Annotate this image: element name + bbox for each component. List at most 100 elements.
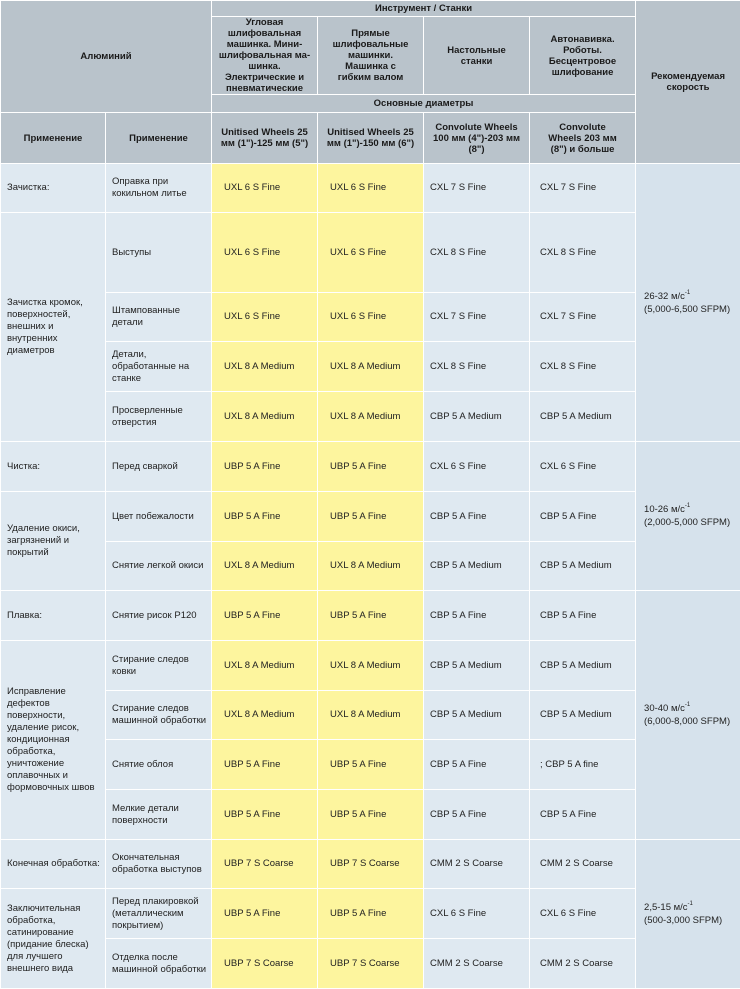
product-cell: UXL 8 A Medium: [318, 542, 424, 591]
product-cell: CMM 2 S Coarse: [530, 939, 636, 989]
application-cell: Цвет побежалости: [106, 492, 212, 542]
product-cell: UXL 6 S Fine: [318, 293, 424, 342]
product-cell: UXL 8 A Medium: [318, 342, 424, 392]
product-cell: CXL 7 S Fine: [424, 164, 530, 213]
tool-header: Прямые шлифовальные машинки. Машинка с г…: [318, 17, 424, 95]
product-cell: CMM 2 S Coarse: [530, 840, 636, 889]
application-cell: Снятие рисок P120: [106, 591, 212, 641]
wheel-header: Unitised Wheels 25 мм (1")-125 мм (5"): [212, 113, 318, 164]
speed-value: 2,5-15 м/с: [644, 902, 688, 913]
product-cell: ; CBP 5 A fine: [530, 740, 636, 790]
speed-cell: 26-32 м/с-1 (5,000-6,500 SFPM): [636, 164, 740, 442]
group-label: Удаление окиси, загрязнений и покрытий: [1, 492, 106, 591]
group-label: Зачистка кромок, поверхностей, внешних и…: [1, 213, 106, 442]
product-cell: CXL 7 S Fine: [530, 293, 636, 342]
product-cell: CBP 5 A Medium: [424, 691, 530, 740]
product-cell: UXL 8 A Medium: [318, 691, 424, 740]
application-header: Применение: [106, 113, 212, 164]
diameters-header: Основные диаметры: [212, 95, 636, 113]
product-cell: UXL 6 S Fine: [212, 293, 318, 342]
application-cell: Отделка после машинной обработки: [106, 939, 212, 989]
product-cell: UBP 7 S Coarse: [212, 840, 318, 889]
product-cell: UBP 5 A Fine: [318, 790, 424, 840]
product-cell: CBP 5 A Medium: [530, 542, 636, 591]
product-cell: UXL 8 A Medium: [212, 691, 318, 740]
application-cell: Стирание следов ковки: [106, 641, 212, 691]
product-cell: UXL 6 S Fine: [318, 164, 424, 213]
group-label: Зачистка:: [1, 164, 106, 213]
product-cell: UBP 5 A Fine: [318, 740, 424, 790]
product-cell: CBP 5 A Medium: [530, 641, 636, 691]
application-cell: Выступы: [106, 213, 212, 293]
product-cell: UBP 5 A Fine: [212, 492, 318, 542]
application-cell: Оправка при кокильном литье: [106, 164, 212, 213]
product-cell: CMM 2 S Coarse: [424, 840, 530, 889]
speed-value: 30-40 м/с: [644, 703, 685, 714]
product-cell: CBP 5 A Medium: [424, 392, 530, 442]
product-cell: UXL 6 S Fine: [212, 164, 318, 213]
product-cell: CXL 8 S Fine: [530, 342, 636, 392]
speed-sfpm: (6,000-8,000 SFPM): [644, 715, 740, 728]
product-cell: UXL 8 A Medium: [318, 392, 424, 442]
product-cell: UBP 5 A Fine: [212, 889, 318, 939]
product-cell: CXL 8 S Fine: [530, 213, 636, 293]
product-cell: UBP 5 A Fine: [318, 442, 424, 492]
product-cell: CBP 5 A Fine: [530, 591, 636, 641]
application-cell: Детали, обработанные на станке: [106, 342, 212, 392]
speed-unit-exponent: -1: [685, 702, 690, 708]
product-cell: CXL 6 S Fine: [424, 889, 530, 939]
speed-cell: 10-26 м/с-1(2,000-5,000 SFPM): [636, 442, 740, 591]
table-row: Зачистка кромок, поверхностей, внешних и…: [1, 213, 740, 293]
speed-sfpm: (2,000-5,000 SFPM): [644, 516, 740, 529]
product-cell: UBP 5 A Fine: [212, 790, 318, 840]
product-cell: UBP 5 A Fine: [212, 442, 318, 492]
product-cell: CXL 6 S Fine: [424, 442, 530, 492]
product-cell: UXL 8 A Medium: [212, 641, 318, 691]
product-cell: CBP 5 A Medium: [424, 542, 530, 591]
speed-unit-exponent: -1: [688, 901, 693, 907]
product-cell: CBP 5 A Fine: [424, 790, 530, 840]
speed-sfpm: (5,000-6,500 SFPM): [644, 303, 740, 316]
product-cell: UXL 8 A Medium: [212, 392, 318, 442]
group-label: Конечная обработка:: [1, 840, 106, 889]
wheel-header: Unitised Wheels 25 мм (1")-150 мм (6"): [318, 113, 424, 164]
product-cell: CBP 5 A Fine: [424, 591, 530, 641]
speed-cell: 2,5-15 м/с-1(500-3,000 SFPM): [636, 840, 740, 989]
speed-cell: 30-40 м/с-1 (6,000-8,000 SFPM): [636, 591, 740, 840]
speed-value: 26-32 м/с: [644, 291, 685, 302]
product-cell: UBP 7 S Coarse: [318, 939, 424, 989]
product-cell: UBP 5 A Fine: [318, 492, 424, 542]
product-cell: UXL 6 S Fine: [212, 213, 318, 293]
group-label: Заключительная обработка, сатинирование …: [1, 889, 106, 989]
product-cell: UBP 7 S Coarse: [318, 840, 424, 889]
speed-unit-exponent: -1: [685, 290, 690, 296]
product-cell: UXL 8 A Medium: [212, 542, 318, 591]
wheel-header: Convolute Wheels 203 мм (8") и больше: [530, 113, 636, 164]
product-cell: UXL 8 A Medium: [318, 641, 424, 691]
tools-group-header: Инструмент / Станки: [212, 1, 636, 17]
product-cell: CXL 8 S Fine: [424, 342, 530, 392]
application-cell: Перед сваркой: [106, 442, 212, 492]
speed-value: 10-26 м/с: [644, 504, 685, 515]
table-row: Отделка после машинной обработки UBP 7 S …: [1, 939, 740, 989]
product-cell: UXL 8 A Medium: [212, 342, 318, 392]
group-label: Чистка:: [1, 442, 106, 492]
application-header: Применение: [1, 113, 106, 164]
product-cell: CBP 5 A Medium: [530, 691, 636, 740]
application-cell: Мелкие детали поверхности: [106, 790, 212, 840]
application-cell: Снятие легкой окиси: [106, 542, 212, 591]
speed-header: Рекомендуемая скорость: [636, 1, 740, 164]
product-cell: UBP 5 A Fine: [318, 889, 424, 939]
product-cell: CBP 5 A Fine: [530, 492, 636, 542]
